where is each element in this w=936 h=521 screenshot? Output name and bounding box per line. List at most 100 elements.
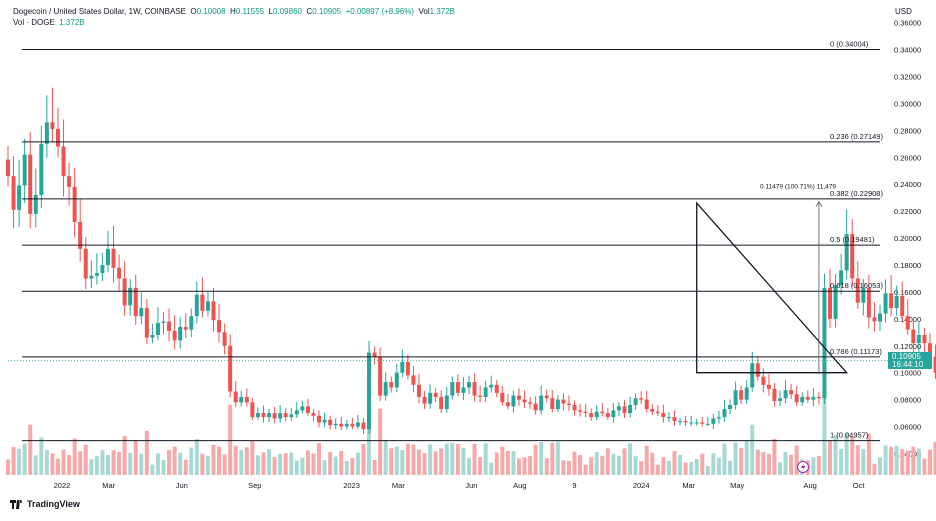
candle-body: [61, 146, 66, 177]
candle-body: [916, 335, 921, 344]
candle-body: [816, 396, 821, 399]
candle-body: [583, 411, 588, 414]
candle-body: [100, 265, 105, 274]
candle-body: [744, 387, 749, 400]
volume-bar: [722, 443, 727, 475]
chart-header: Dogecoin / United States Dollar, 1W, COI…: [13, 7, 455, 16]
y-tick-label: 0.10000: [894, 369, 921, 378]
volume-bar: [22, 443, 27, 475]
volume-bar: [666, 461, 671, 475]
fib-level-label: 0.786 (0.11173): [830, 347, 882, 356]
candle-body: [361, 422, 366, 430]
volume-bar: [167, 449, 172, 475]
candle-body: [372, 352, 377, 357]
last-price-badge: 0.10905 16:44:10: [888, 352, 932, 369]
volume-bar: [378, 408, 383, 475]
candle-body: [178, 326, 183, 341]
candle-body: [200, 294, 205, 311]
tradingview-logo[interactable]: TradingView: [10, 499, 80, 510]
candle-body: [805, 396, 810, 400]
y-tick-label: 0.16000: [894, 288, 921, 297]
volume-bar: [539, 442, 544, 475]
candle-body: [889, 293, 894, 309]
volume-bar: [628, 443, 633, 475]
candle-body: [761, 376, 766, 385]
candle-body: [611, 410, 616, 418]
y-tick-label: 0.08000: [894, 396, 921, 405]
volume-bar: [644, 445, 649, 475]
y-tick-label: 0.20000: [894, 234, 921, 243]
fib-level-label: 0.5 (0.19481): [830, 235, 875, 244]
volume-bar: [283, 453, 288, 475]
x-tick-label: 2023: [343, 481, 360, 490]
volume-bar: [755, 449, 760, 475]
candle-body: [883, 293, 888, 314]
volume-bar: [461, 447, 466, 475]
volume-bar: [616, 455, 621, 475]
candle-body: [894, 295, 899, 309]
candle-body: [739, 390, 744, 400]
candle-body: [322, 419, 327, 423]
volume-bar: [78, 451, 83, 475]
candle-body: [789, 390, 794, 395]
candle-body: [622, 406, 627, 414]
candle-body: [672, 417, 677, 422]
volume-bar: [83, 444, 88, 475]
volume-bar: [117, 451, 122, 475]
candle-body: [628, 405, 633, 414]
volume-bar: [355, 452, 360, 475]
candle-body: [800, 396, 805, 403]
candle-body: [700, 422, 705, 424]
candle-body: [428, 392, 433, 404]
candle-body: [572, 405, 577, 411]
candle-body: [594, 411, 599, 418]
x-tick-label: Aug: [513, 481, 526, 490]
candle-body: [355, 422, 360, 427]
volume-bar: [211, 444, 216, 475]
x-tick-label: Mar: [682, 481, 695, 490]
candle-body: [189, 316, 194, 330]
volume-bar: [100, 449, 105, 475]
x-tick-label: Mar: [102, 481, 115, 490]
candle-body: [272, 413, 277, 419]
volume-bar: [194, 439, 199, 475]
volume-bar: [828, 440, 833, 475]
volume-bar: [33, 455, 38, 475]
candle-body: [566, 403, 571, 405]
volume-bar: [600, 455, 605, 475]
candle-body: [183, 326, 188, 330]
candle-body: [561, 399, 566, 404]
volume-bar: [161, 459, 166, 475]
volume-bar: [883, 445, 888, 475]
candle-body: [105, 248, 110, 265]
volume-bar: [639, 461, 644, 475]
candle-body: [367, 352, 372, 430]
y-tick-label: 0.12000: [894, 342, 921, 351]
candle-body: [455, 382, 460, 393]
volume-bar: [350, 458, 355, 475]
candle-body: [900, 295, 905, 317]
vol-value: 1.372B: [429, 7, 456, 16]
candle-body: [144, 308, 149, 338]
candle-body: [778, 398, 783, 401]
candle-body: [194, 294, 199, 317]
open-value: 0.10008: [196, 7, 226, 16]
volume-bar: [822, 380, 827, 475]
candle-body: [50, 122, 55, 130]
volume-bar: [555, 441, 560, 475]
candle-body: [733, 390, 738, 405]
volume-bar: [239, 450, 244, 475]
volume-bar: [905, 450, 910, 475]
volume-bar: [466, 458, 471, 475]
candle-body: [766, 384, 771, 389]
candle-body: [17, 185, 22, 210]
volume-bar: [716, 457, 721, 475]
candle-body: [444, 395, 449, 410]
volume-bar: [89, 459, 94, 475]
volume-bar: [311, 453, 316, 475]
candle-body: [922, 335, 927, 344]
candle-body: [605, 413, 610, 418]
candle-body: [411, 375, 416, 385]
volume-bar: [855, 445, 860, 475]
